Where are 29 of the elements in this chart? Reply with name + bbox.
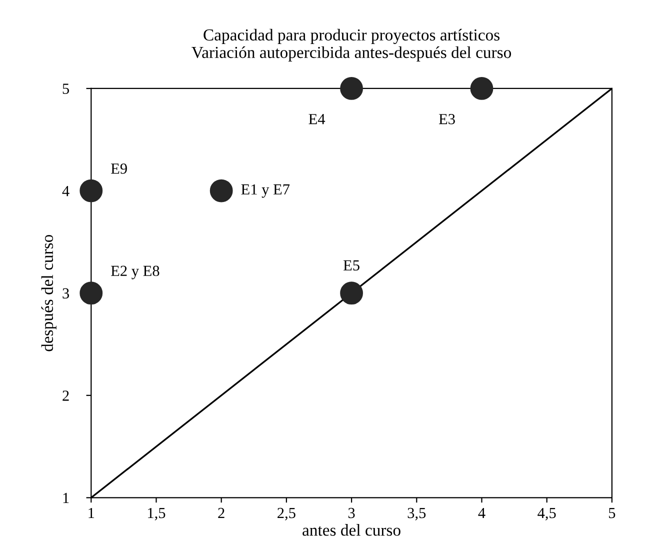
x-tick-label: 4 [478, 508, 486, 518]
chart-title: Capacidad para producir proyectos artísticos Variación autopercibida antes-después del curso [192, 28, 512, 62]
point [470, 77, 494, 100]
point [80, 282, 103, 305]
point [340, 77, 363, 100]
x-axis-title: antes del curso [302, 524, 400, 536]
x-tick-label: 2 [218, 508, 224, 518]
annotation: E2 y E8 [111, 266, 160, 280]
y-tick-label: 2 [62, 390, 69, 401]
annotation: E5 [343, 260, 360, 271]
annotation: E3 [438, 114, 455, 124]
y-tick-label: 3 [62, 288, 70, 299]
y-tick-label: 4 [62, 186, 70, 196]
annotation: E4 [308, 114, 326, 124]
x-tick-label: 1,5 [148, 508, 166, 520]
annotation: E1 y E7 [241, 184, 290, 198]
point [340, 282, 363, 305]
point [210, 179, 233, 202]
x-tick-label: 1 [88, 508, 94, 518]
x-tick-label: 3 [348, 508, 355, 518]
annotation: E9 [111, 164, 127, 174]
x-tick-label: 3,5 [408, 508, 426, 520]
point [80, 179, 103, 202]
x-tick-label: 4,5 [538, 508, 556, 520]
y-tick-label: 5 [62, 84, 70, 94]
y-tick-label: 1 [63, 492, 69, 503]
y-axis-title: después del curso [41, 234, 56, 352]
x-tick-label: 5 [609, 508, 616, 518]
x-tick-label: 2,5 [278, 508, 296, 520]
